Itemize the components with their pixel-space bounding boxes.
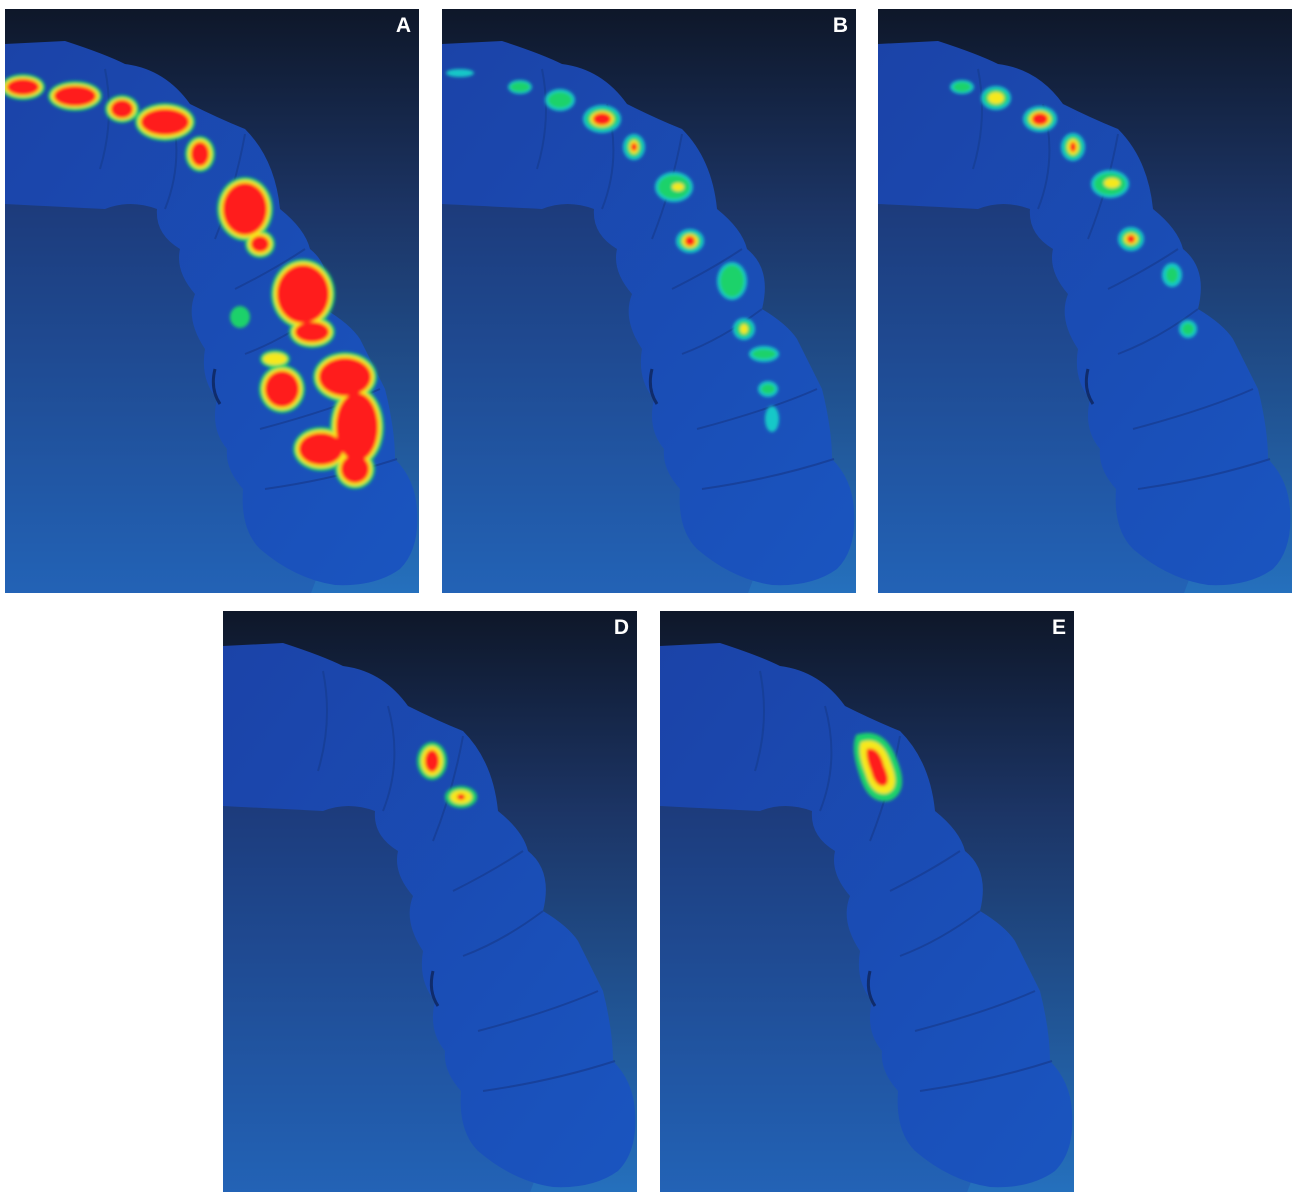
panel-label-e: E xyxy=(1051,616,1066,639)
occlusal-contact-map-c xyxy=(878,9,1292,593)
occlusal-contact-map-a xyxy=(5,9,419,593)
occlusal-contact-map-e xyxy=(660,611,1074,1192)
panel-label-b: B xyxy=(832,14,848,37)
panel-b: B xyxy=(442,9,856,593)
occlusal-contact-map-b xyxy=(442,9,856,593)
panel-d: D xyxy=(223,611,637,1192)
occlusal-contact-map-d xyxy=(223,611,637,1192)
panel-label-a: A xyxy=(395,14,411,37)
panel-e: E xyxy=(660,611,1074,1192)
panel-a: A xyxy=(5,9,419,593)
panel-c xyxy=(878,9,1292,593)
panel-label-d: D xyxy=(613,616,629,639)
